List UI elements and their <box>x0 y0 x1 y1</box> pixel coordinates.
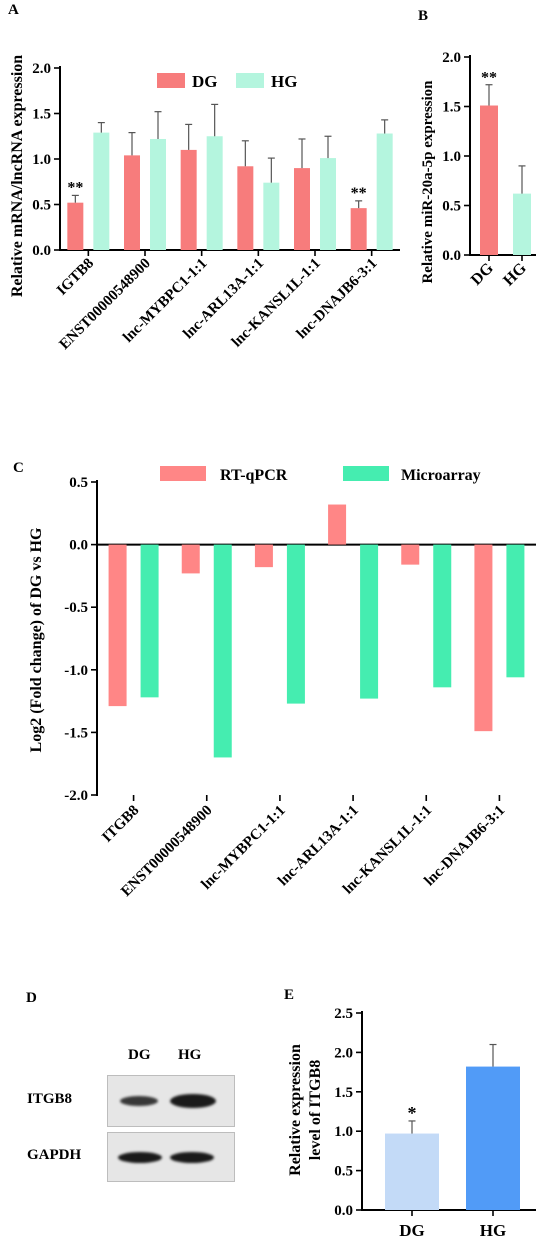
e-y-tick-label: 1.0 <box>334 1124 353 1140</box>
c-legend-swatch-rtqpcr <box>160 466 206 481</box>
blot-col-hg: HG <box>178 1047 202 1063</box>
blot-row-gapdh: GAPDH <box>27 1147 82 1163</box>
panel-label-d: D <box>26 990 37 1006</box>
c-legend-label-microarray: Microarray <box>401 467 481 484</box>
c-legend-label-rtqpcr: RT-qPCR <box>220 467 288 484</box>
a-bar-hg <box>93 132 110 250</box>
b-y-tick-label: 0.0 <box>442 248 461 264</box>
a-significance-label: ** <box>67 179 83 196</box>
blot-col-dg: DG <box>128 1047 151 1063</box>
e-y-tick-label: 0.5 <box>334 1164 353 1180</box>
a-legend-label-dg: DG <box>192 72 218 91</box>
a-bar-hg <box>263 182 280 250</box>
c-bar-rt-qpcr <box>328 504 347 545</box>
c-bar-microarray <box>213 544 232 758</box>
c-bar-rt-qpcr <box>181 544 200 574</box>
a-bar-hg <box>206 136 223 250</box>
b-y-tick-label: 1.0 <box>442 149 461 165</box>
blot-band-itgb8-dg <box>120 1096 158 1106</box>
panel-label-a: A <box>8 2 19 18</box>
e-x-tick-label: DG <box>399 1221 425 1240</box>
b-y-tick-label: 0.5 <box>442 199 461 215</box>
c-bar-rt-qpcr <box>254 544 273 568</box>
blot-image-gapdh <box>107 1132 235 1182</box>
panel-label-e: E <box>284 987 295 1003</box>
e-y-tick-label: 2.0 <box>334 1045 353 1061</box>
e-bar-hg <box>466 1066 520 1210</box>
c-bar-microarray <box>433 544 452 688</box>
panel-label-c: C <box>13 460 24 476</box>
a-legend-swatch-dg <box>157 73 185 88</box>
e-y-tick-label: 1.5 <box>334 1085 353 1101</box>
blot-band-gapdh-dg <box>118 1152 162 1163</box>
a-bar-dg <box>180 149 197 250</box>
c-bar-microarray <box>286 544 305 704</box>
b-significance-label: ** <box>481 70 497 87</box>
blot-band-gapdh-hg <box>170 1152 214 1163</box>
e-y-axis-label-line-2: level of ITGB8 <box>307 1060 324 1160</box>
c-y-axis-label: Log2 (Fold change) of DG vs HG <box>28 527 45 752</box>
panel-label-b: B <box>418 8 429 24</box>
c-bar-rt-qpcr <box>401 544 420 565</box>
c-bar-rt-qpcr <box>474 544 493 732</box>
e-y-tick-label: 2.5 <box>334 1006 353 1022</box>
b-y-axis-label: Relative miR-20a-5p expression <box>420 80 436 284</box>
a-bar-dg <box>67 202 84 250</box>
c-y-tick-label: -1.5 <box>64 725 88 741</box>
a-y-tick-label: 1.0 <box>32 152 51 168</box>
c-y-tick-label: -0.5 <box>64 600 88 616</box>
a-bar-dg <box>294 168 310 250</box>
e-bar-dg <box>385 1133 439 1210</box>
a-y-tick-label: 1.5 <box>32 107 51 123</box>
c-y-tick-label: 0.0 <box>69 538 88 554</box>
a-bar-dg <box>237 166 254 250</box>
a-significance-label: ** <box>351 185 367 202</box>
c-bar-microarray <box>506 544 525 678</box>
a-y-tick-label: 0.0 <box>32 243 51 259</box>
c-y-tick-label: -1.0 <box>64 663 88 679</box>
a-y-tick-label: 2.0 <box>32 61 51 77</box>
e-y-tick-label: 0.0 <box>334 1203 353 1219</box>
c-bar-microarray <box>140 544 159 698</box>
a-y-axis-label: Relative mRNA/lncRNA expression <box>9 55 26 297</box>
c-legend-swatch-microarray <box>343 466 389 481</box>
a-y-tick-label: 0.5 <box>32 198 51 214</box>
a-bar-hg <box>150 138 166 250</box>
e-x-tick-label: HG <box>480 1221 506 1240</box>
b-y-tick-label: 1.5 <box>442 100 461 116</box>
a-bar-hg <box>320 158 336 250</box>
a-bar-dg <box>124 155 140 250</box>
b-bar-hg <box>513 193 531 255</box>
b-bar-dg <box>480 105 498 255</box>
c-bar-microarray <box>360 544 379 699</box>
a-bar-dg <box>350 208 367 250</box>
c-bar-rt-qpcr <box>108 544 127 707</box>
blot-band-itgb8-hg <box>170 1094 216 1108</box>
blot-image-itgb8 <box>107 1075 235 1127</box>
e-y-axis-label-line-1: Relative expression <box>287 1044 304 1176</box>
blot-row-itgb8: ITGB8 <box>27 1091 73 1107</box>
c-y-tick-label: -2.0 <box>64 788 88 804</box>
e-significance-label: * <box>408 1103 417 1123</box>
a-legend-label-hg: HG <box>271 72 297 91</box>
a-bar-hg <box>376 133 393 250</box>
b-y-tick-label: 2.0 <box>442 50 461 66</box>
a-legend-swatch-hg <box>236 73 264 88</box>
c-y-tick-label: 0.5 <box>69 475 88 491</box>
